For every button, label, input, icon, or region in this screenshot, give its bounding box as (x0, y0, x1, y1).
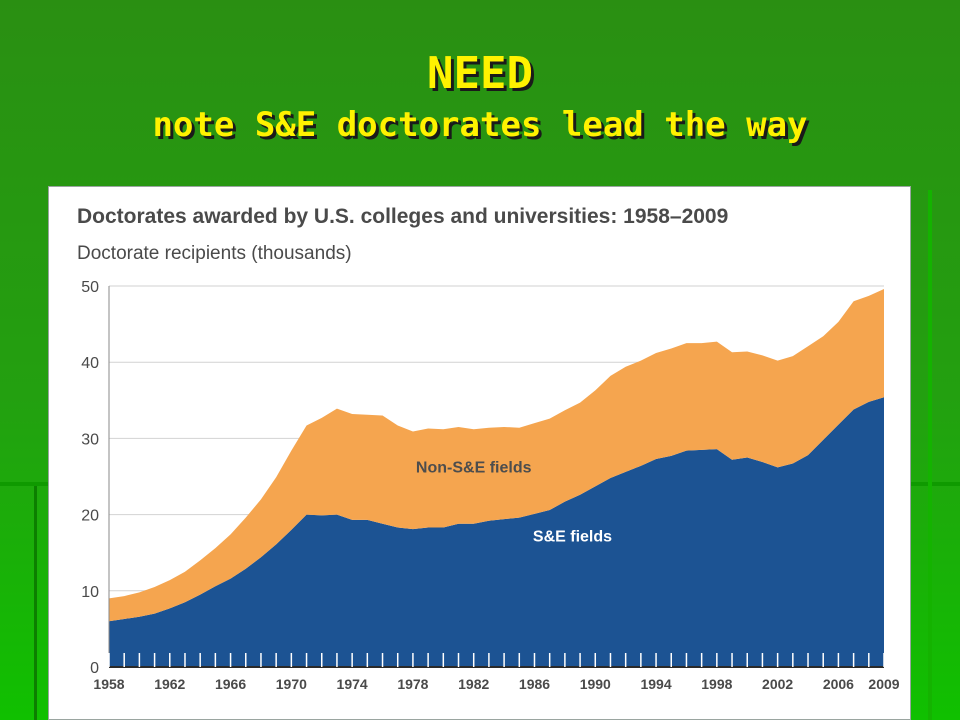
x-tick-label: 1986 (519, 676, 550, 692)
non-se-fields-label: Non-S&E fields (416, 460, 532, 477)
y-tick-label: 30 (81, 431, 99, 448)
x-tick-label: 2009 (868, 676, 899, 692)
x-tick-label: 1974 (337, 676, 368, 692)
slide-title: NEED note S&E doctorates lead the way (0, 48, 960, 146)
y-tick-label: 20 (81, 508, 99, 525)
background-stripe-right (928, 190, 932, 720)
area-chart: 0 10 20 30 40 50 1958 1962 1966 1970 1974 1978 1982 1… (81, 279, 900, 692)
background-stripe-left (34, 486, 37, 720)
y-tick-label: 0 (90, 660, 99, 677)
y-tick-label: 40 (81, 355, 99, 372)
x-tick-label: 1962 (154, 676, 185, 692)
non-se-fields-area (109, 289, 884, 622)
y-tick-label: 10 (81, 584, 99, 601)
series-annotations: Non-S&E fields S&E fields (416, 460, 612, 546)
se-fields-area (109, 397, 884, 667)
axes (108, 286, 885, 668)
chart-panel: Doctorates awarded by U.S. colleges and … (48, 186, 911, 720)
x-tick-label: 1998 (701, 676, 732, 692)
y-tick-label: 50 (81, 279, 99, 296)
x-tick-label: 2002 (762, 676, 793, 692)
tick-labels: 0 10 20 30 40 50 1958 1962 1966 1970 1974 1978 1982 1… (81, 279, 900, 692)
x-tick-label: 1966 (215, 676, 246, 692)
x-tick-label: 1958 (93, 676, 124, 692)
x-tick-label: 1990 (580, 676, 611, 692)
x-tick-label: 2006 (823, 676, 854, 692)
chart-title: Doctorates awarded by U.S. colleges and … (77, 205, 729, 228)
x-tick-label: 1978 (397, 676, 428, 692)
x-tick-label: 1994 (640, 676, 671, 692)
slide-title-line1: NEED (427, 48, 533, 99)
chart-y-axis-label: Doctorate recipients (thousands) (77, 243, 352, 264)
slide-title-line2: note S&E doctorates lead the way (152, 105, 808, 145)
se-fields-label: S&E fields (533, 528, 612, 545)
x-tick-label: 1970 (276, 676, 307, 692)
x-tick-label: 1982 (458, 676, 489, 692)
area-series (109, 289, 884, 667)
